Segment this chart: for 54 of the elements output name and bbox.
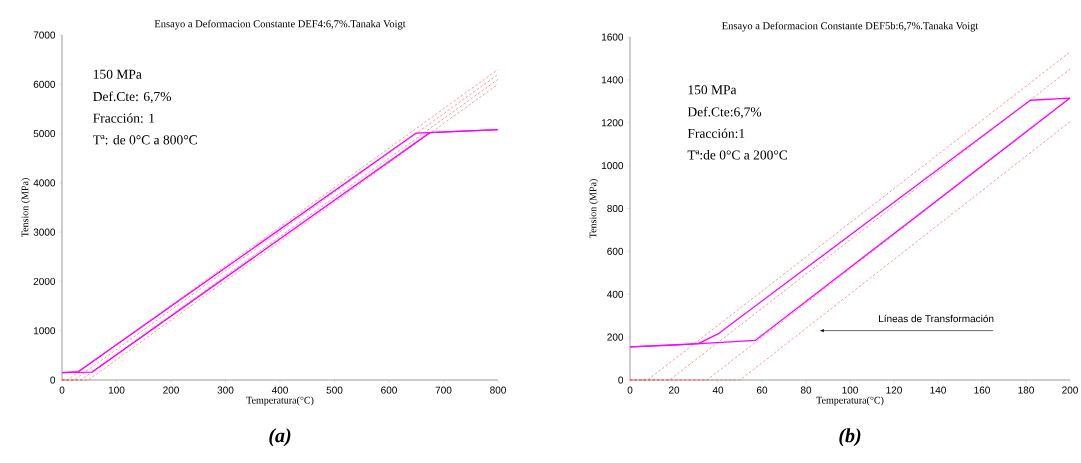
annotation: Tª:de 0°C a 200°C xyxy=(687,150,788,160)
annotation: Tª: de 0°C a 800°C xyxy=(92,134,197,145)
y-tick-label: 4000 xyxy=(33,179,56,187)
y-tick-label: 6000 xyxy=(33,80,56,88)
x-tick-label: 80 xyxy=(800,386,812,394)
text: (b) xyxy=(839,428,861,447)
x-tick-label: 180 xyxy=(1018,386,1034,394)
chart-title: Ensayo a Deformacion Constante DEF4:6,7%.Tanaka Voigt xyxy=(154,19,406,30)
y-tick-label: 3000 xyxy=(33,228,56,236)
x-axis-title: Temperatura(°C) xyxy=(246,396,314,406)
y-tick-label: 1000 xyxy=(33,327,56,335)
y-tick-label: 1600 xyxy=(602,33,624,41)
x-tick-label: 140 xyxy=(930,386,946,394)
annotation: Def.Cte: 6,7% xyxy=(93,91,171,104)
annotation: 150 MPa xyxy=(688,85,737,95)
annotation: Líneas de Transformación xyxy=(879,314,994,323)
x-tick-label: 600 xyxy=(381,386,397,394)
x-tick-label: 60 xyxy=(756,386,768,394)
y-tick-label: 5000 xyxy=(33,130,56,138)
chart-title: Ensayo a Deformacion Constante DEF5b:6,7%.Tanaka Voigt xyxy=(722,21,979,32)
y-axis-title: Tension (MPa) xyxy=(21,178,31,238)
y-axis-title: Tension (MPa) xyxy=(589,179,599,239)
y-tick-label: 7000 xyxy=(33,31,56,39)
y-tick-label: 800 xyxy=(607,204,624,213)
x-tick-label: 200 xyxy=(1062,386,1078,394)
x-tick-label: 200 xyxy=(163,386,179,394)
y-tick-label: 0 xyxy=(50,376,56,384)
y-tick-label: 200 xyxy=(607,333,624,341)
y-tick-label: 600 xyxy=(607,247,624,255)
y-tick-label: 400 xyxy=(607,290,624,298)
annotation: Fracción:1 xyxy=(687,128,745,139)
annotation: Fracción: 1 xyxy=(93,113,155,123)
x-tick-label: 160 xyxy=(974,386,990,394)
x-tick-label: 100 xyxy=(108,386,125,394)
y-tick-label: 1000 xyxy=(602,162,624,170)
text: (a) xyxy=(269,428,291,447)
x-tick-label: 0 xyxy=(59,386,65,394)
y-tick-label: 1200 xyxy=(602,119,624,127)
x-tick-label: 120 xyxy=(886,386,902,394)
y-tick-label: 1400 xyxy=(602,76,624,84)
x-tick-label: 500 xyxy=(326,386,343,394)
x-tick-label: 800 xyxy=(490,386,506,394)
x-tick-label: 700 xyxy=(435,386,452,394)
x-axis-title: Temperatura(°C) xyxy=(816,396,884,406)
x-tick-label: 0 xyxy=(627,386,633,394)
x-tick-label: 300 xyxy=(217,386,234,394)
y-tick-label: 0 xyxy=(618,376,624,384)
annotation: Def.Cte:6,7% xyxy=(687,106,762,119)
annotation: 150 MPa xyxy=(93,69,142,79)
x-tick-label: 20 xyxy=(668,386,680,394)
x-tick-label: 40 xyxy=(712,386,724,394)
x-tick-label: 400 xyxy=(271,386,288,394)
y-tick-label: 2000 xyxy=(33,277,56,285)
x-tick-label: 100 xyxy=(842,386,858,394)
